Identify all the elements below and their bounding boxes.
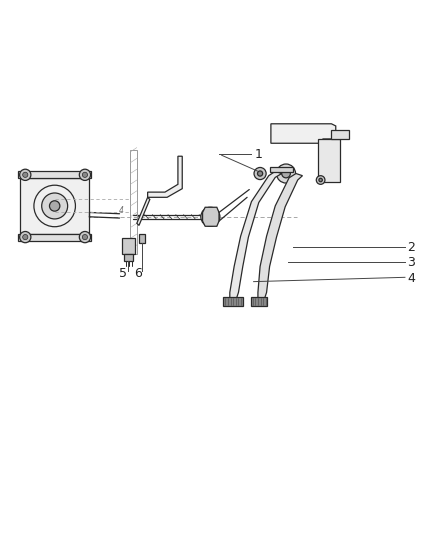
Polygon shape: [223, 297, 243, 306]
Text: 4: 4: [119, 206, 124, 215]
Circle shape: [79, 231, 91, 243]
Circle shape: [82, 235, 88, 240]
Polygon shape: [18, 234, 92, 240]
Circle shape: [206, 213, 215, 221]
Polygon shape: [332, 130, 349, 139]
Circle shape: [49, 201, 60, 211]
Text: 3: 3: [407, 256, 415, 269]
Polygon shape: [258, 174, 303, 299]
Circle shape: [20, 231, 31, 243]
Text: 6: 6: [134, 267, 141, 280]
Text: 4: 4: [407, 272, 415, 285]
Polygon shape: [318, 139, 340, 182]
Text: 5: 5: [119, 267, 127, 280]
Text: 2: 2: [407, 240, 415, 254]
Circle shape: [82, 172, 88, 177]
Polygon shape: [270, 167, 293, 172]
Circle shape: [23, 172, 28, 177]
Polygon shape: [202, 207, 219, 227]
Circle shape: [23, 235, 28, 240]
Polygon shape: [230, 172, 282, 299]
Circle shape: [201, 207, 220, 227]
Polygon shape: [18, 172, 92, 178]
Polygon shape: [20, 178, 89, 234]
Circle shape: [282, 169, 290, 178]
Circle shape: [316, 176, 325, 184]
Text: 1: 1: [254, 148, 262, 160]
Circle shape: [79, 169, 91, 181]
Polygon shape: [137, 197, 150, 225]
Circle shape: [319, 178, 322, 182]
Circle shape: [42, 193, 67, 219]
Polygon shape: [251, 297, 268, 306]
Polygon shape: [139, 234, 145, 243]
Circle shape: [20, 169, 31, 181]
Circle shape: [254, 167, 266, 180]
Polygon shape: [148, 156, 182, 197]
Polygon shape: [271, 124, 336, 143]
Polygon shape: [122, 238, 134, 254]
Circle shape: [258, 171, 263, 176]
Polygon shape: [124, 254, 133, 261]
Circle shape: [276, 164, 296, 183]
